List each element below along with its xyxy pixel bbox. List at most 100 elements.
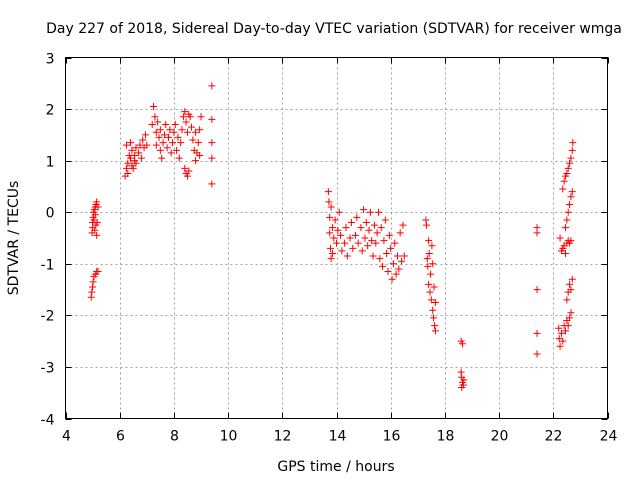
data-point <box>129 164 137 172</box>
data-point <box>364 242 372 250</box>
data-point <box>368 237 376 245</box>
data-point <box>533 229 541 237</box>
data-point <box>569 139 577 147</box>
data-point <box>561 224 569 232</box>
data-point <box>561 327 569 335</box>
data-point <box>178 126 186 134</box>
data-point <box>94 203 102 211</box>
data-point <box>326 229 334 237</box>
data-point <box>152 128 160 136</box>
data-point <box>349 244 357 252</box>
data-point <box>135 149 143 157</box>
chart-title: Day 227 of 2018, Sidereal Day-to-day VTE… <box>46 21 622 37</box>
data-point <box>564 322 572 330</box>
data-point <box>375 208 383 216</box>
data-point <box>136 141 144 149</box>
data-point <box>360 206 368 214</box>
x-tick-label: 10 <box>220 429 238 445</box>
data-point <box>384 268 392 276</box>
x-tick-label: 16 <box>383 429 401 445</box>
data-point <box>425 280 433 288</box>
data-point <box>137 154 145 162</box>
data-point <box>93 231 101 239</box>
data-point <box>365 226 373 234</box>
data-point <box>458 384 466 392</box>
data-point <box>194 139 202 147</box>
x-tick-label: 18 <box>437 429 455 445</box>
data-point <box>181 164 189 172</box>
y-tick-label: 2 <box>46 103 55 119</box>
x-tick-label: 22 <box>545 429 563 445</box>
data-point <box>383 249 391 257</box>
data-point <box>331 216 339 224</box>
data-point <box>192 128 200 136</box>
data-point <box>164 133 172 141</box>
data-point <box>156 146 164 154</box>
data-point <box>327 255 335 263</box>
data-point <box>425 249 433 257</box>
data-point <box>428 242 436 250</box>
data-point <box>381 216 389 224</box>
data-point <box>357 224 365 232</box>
y-tick-label: -1 <box>41 258 55 274</box>
data-point <box>564 208 572 216</box>
data-point <box>159 139 167 147</box>
data-point <box>557 329 565 337</box>
data-point <box>431 327 439 335</box>
data-point <box>150 102 158 110</box>
data-point <box>559 185 567 193</box>
data-point <box>93 198 101 206</box>
data-point <box>333 239 340 247</box>
data-point <box>338 247 346 255</box>
y-tick-label: 3 <box>46 52 55 68</box>
data-point <box>192 157 200 165</box>
data-point <box>139 136 147 144</box>
data-point <box>566 200 574 208</box>
data-point <box>208 82 216 90</box>
data-point <box>170 128 178 136</box>
data-point <box>343 252 351 260</box>
data-point <box>457 368 465 376</box>
data-point <box>400 252 408 260</box>
data-point <box>358 247 366 255</box>
data-point <box>94 268 102 276</box>
data-points <box>87 82 577 392</box>
data-point <box>425 237 433 245</box>
data-point <box>369 252 377 260</box>
data-point <box>561 249 569 257</box>
data-point <box>396 229 404 237</box>
data-point <box>567 237 575 245</box>
data-point <box>175 154 183 162</box>
data-point <box>188 123 196 131</box>
data-point <box>324 188 332 196</box>
data-point <box>566 159 574 167</box>
data-point <box>196 126 204 134</box>
data-point <box>563 296 571 304</box>
data-point <box>89 283 97 291</box>
x-tick-label: 14 <box>329 429 347 445</box>
axis-ticks <box>65 57 609 420</box>
data-point <box>372 239 380 247</box>
data-point <box>426 288 434 296</box>
data-point <box>431 322 439 330</box>
data-point <box>335 208 343 216</box>
data-point <box>330 234 338 242</box>
data-point <box>174 133 182 141</box>
data-point <box>380 237 388 245</box>
data-point <box>422 216 430 224</box>
x-axis-label: GPS time / hours <box>277 459 394 475</box>
data-point <box>347 219 355 227</box>
x-tick-label: 12 <box>274 429 292 445</box>
data-point <box>427 270 435 278</box>
data-point <box>385 231 393 239</box>
data-point <box>185 167 193 175</box>
data-point <box>124 170 132 178</box>
data-point <box>141 131 149 139</box>
data-point <box>431 298 439 306</box>
data-point <box>556 234 564 242</box>
data-point <box>393 252 401 260</box>
data-point <box>389 260 397 268</box>
data-point <box>197 113 205 121</box>
data-point <box>354 239 362 247</box>
data-point <box>387 244 395 252</box>
